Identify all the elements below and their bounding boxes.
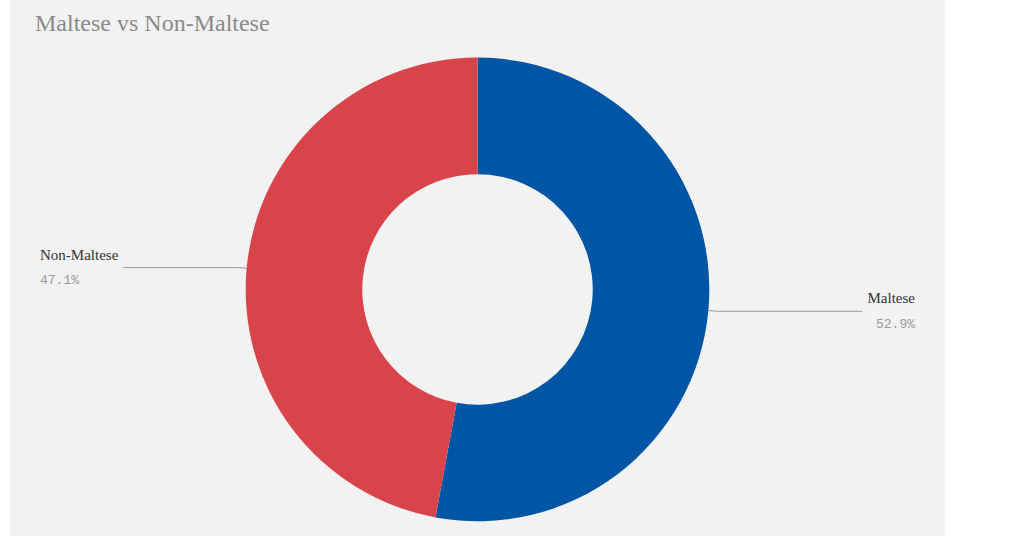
svg-text:Maltese: Maltese: [868, 290, 916, 306]
svg-text:Maltese vs Non-Maltese: Maltese vs Non-Maltese: [35, 10, 270, 36]
svg-text:52.9%: 52.9%: [876, 317, 915, 332]
svg-text:47.1%: 47.1%: [40, 273, 79, 288]
svg-text:Non-Maltese: Non-Maltese: [40, 247, 119, 263]
